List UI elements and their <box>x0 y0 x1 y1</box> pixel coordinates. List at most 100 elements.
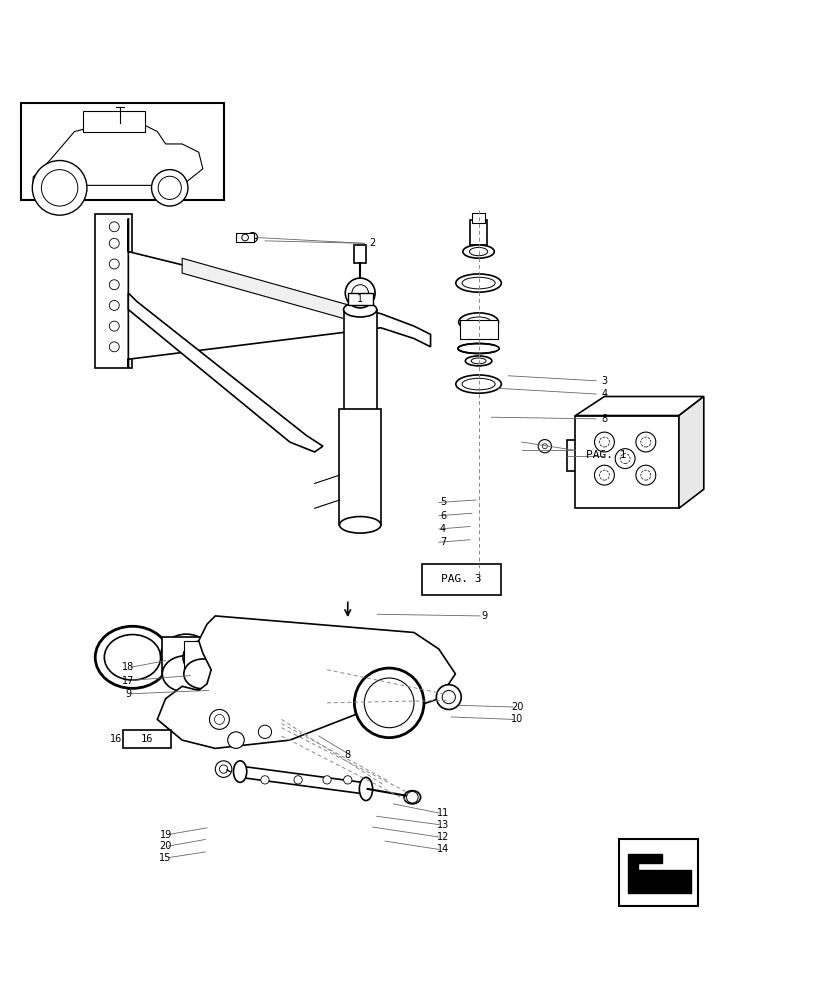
Circle shape <box>109 321 119 331</box>
Text: 10: 10 <box>511 714 523 724</box>
Text: 6: 6 <box>439 511 446 521</box>
Text: 14: 14 <box>437 844 448 854</box>
Text: 4: 4 <box>439 524 446 534</box>
Bar <box>236 233 254 242</box>
Bar <box>459 320 498 339</box>
Ellipse shape <box>436 685 461 709</box>
Text: 13: 13 <box>437 820 448 830</box>
Circle shape <box>635 465 655 485</box>
Circle shape <box>109 222 119 232</box>
Circle shape <box>258 725 271 738</box>
Text: 16: 16 <box>140 734 153 744</box>
Bar <box>470 220 486 245</box>
Circle shape <box>640 470 650 480</box>
Circle shape <box>619 454 629 464</box>
Bar <box>162 637 210 674</box>
Ellipse shape <box>183 641 222 674</box>
Circle shape <box>323 776 331 784</box>
Circle shape <box>219 765 227 773</box>
Circle shape <box>542 444 547 449</box>
Text: 1: 1 <box>356 294 363 304</box>
Circle shape <box>599 470 609 480</box>
Ellipse shape <box>95 626 170 688</box>
Bar <box>422 564 500 595</box>
Bar <box>21 103 223 200</box>
Circle shape <box>215 761 232 777</box>
Circle shape <box>635 432 655 452</box>
Text: PAG. 3: PAG. 3 <box>441 574 481 584</box>
Bar <box>339 409 380 525</box>
Ellipse shape <box>359 777 372 801</box>
Circle shape <box>241 234 248 241</box>
Circle shape <box>406 791 418 803</box>
Circle shape <box>109 280 119 290</box>
Text: 8: 8 <box>600 414 607 424</box>
Circle shape <box>214 714 224 724</box>
Polygon shape <box>33 123 203 185</box>
Circle shape <box>640 437 650 447</box>
Circle shape <box>109 342 119 352</box>
Text: 11: 11 <box>437 808 448 818</box>
Circle shape <box>599 437 609 447</box>
Circle shape <box>594 432 614 452</box>
Bar <box>471 213 485 223</box>
Polygon shape <box>182 258 356 322</box>
Circle shape <box>32 161 87 215</box>
Text: 5: 5 <box>439 497 446 507</box>
Ellipse shape <box>471 358 485 364</box>
Circle shape <box>343 776 351 784</box>
Circle shape <box>247 233 257 242</box>
Ellipse shape <box>184 659 222 689</box>
Ellipse shape <box>104 635 160 680</box>
Circle shape <box>41 170 78 206</box>
Polygon shape <box>157 616 455 748</box>
Ellipse shape <box>466 317 490 327</box>
Circle shape <box>209 709 229 729</box>
Polygon shape <box>678 396 703 508</box>
Circle shape <box>109 238 119 248</box>
Ellipse shape <box>343 302 376 317</box>
Bar <box>354 245 366 263</box>
Ellipse shape <box>469 247 487 256</box>
Polygon shape <box>83 111 145 132</box>
Polygon shape <box>128 218 430 368</box>
Text: 20: 20 <box>511 702 523 712</box>
Circle shape <box>594 465 614 485</box>
Text: 8: 8 <box>344 750 351 760</box>
Text: 18: 18 <box>122 662 134 672</box>
Bar <box>619 839 697 906</box>
Ellipse shape <box>442 690 455 704</box>
Text: 2: 2 <box>369 238 375 248</box>
Circle shape <box>227 732 244 748</box>
Text: 9: 9 <box>125 689 131 699</box>
Ellipse shape <box>233 761 246 782</box>
Bar <box>575 416 678 508</box>
Bar <box>566 440 645 471</box>
Circle shape <box>109 300 119 310</box>
Text: 12: 12 <box>437 832 448 842</box>
Circle shape <box>158 176 181 199</box>
Circle shape <box>354 668 423 738</box>
Ellipse shape <box>458 313 498 331</box>
Ellipse shape <box>465 356 491 366</box>
Ellipse shape <box>455 274 500 292</box>
Polygon shape <box>627 854 691 893</box>
Circle shape <box>294 776 302 784</box>
Text: 3: 3 <box>600 376 607 386</box>
Bar <box>95 214 132 368</box>
Text: 19: 19 <box>160 830 171 840</box>
Ellipse shape <box>457 344 499 353</box>
Text: 16: 16 <box>110 734 122 744</box>
Circle shape <box>109 259 119 269</box>
Polygon shape <box>240 767 368 794</box>
Ellipse shape <box>339 517 380 533</box>
Bar <box>343 310 376 417</box>
Polygon shape <box>128 293 323 452</box>
Text: 15: 15 <box>160 853 171 863</box>
Ellipse shape <box>404 791 420 804</box>
Ellipse shape <box>461 277 495 289</box>
Circle shape <box>345 278 375 308</box>
Text: 9: 9 <box>480 611 487 621</box>
Ellipse shape <box>160 634 212 677</box>
Circle shape <box>261 776 269 784</box>
